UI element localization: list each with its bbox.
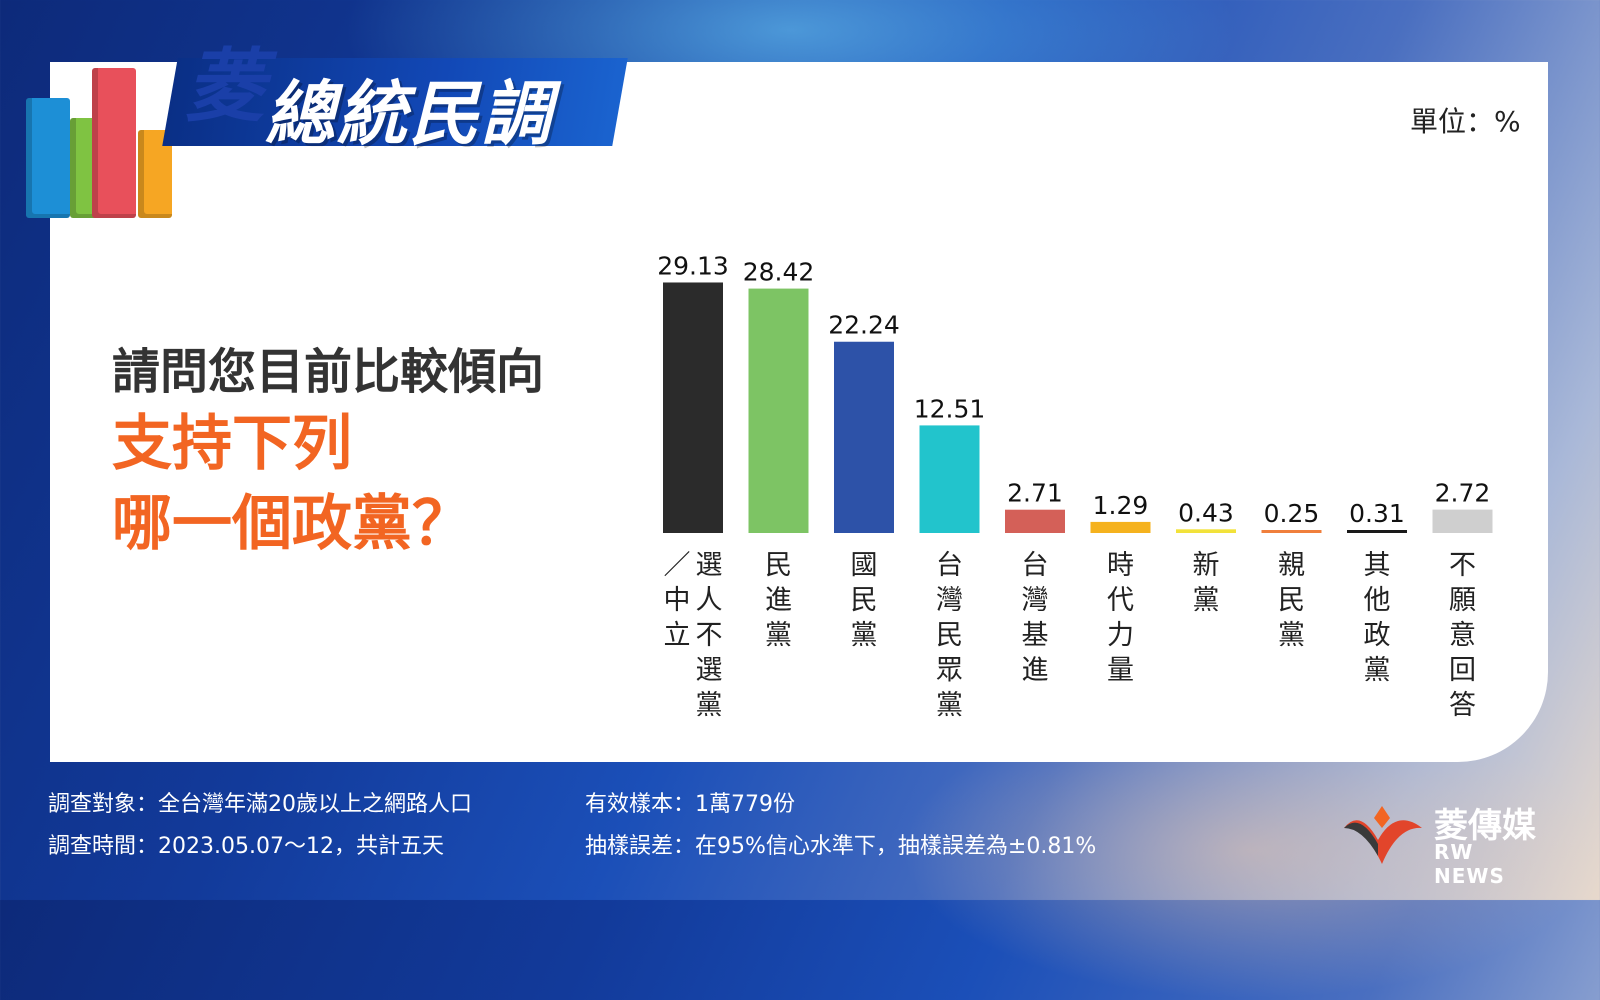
category-label-4: 台灣基進 — [1021, 550, 1049, 686]
question-line-3: 哪一個政黨？ — [112, 489, 472, 559]
bar-3 — [919, 425, 980, 533]
bar-4 — [1005, 509, 1065, 533]
category-label-6: 新黨 — [1192, 550, 1220, 616]
title-prefix: 菱 — [185, 40, 265, 133]
category-label-9: 不願意回答 — [1449, 550, 1476, 721]
bar-6 — [1176, 529, 1236, 533]
category-label-1: 民進黨 — [765, 550, 792, 651]
question-line-1: 請問您目前比較傾向 — [112, 344, 545, 400]
category-label-0: ／中立選人不選黨 — [663, 550, 723, 721]
page-title: 總統民調 — [265, 73, 553, 155]
brand-mark-icon — [1344, 806, 1422, 864]
category-label-5: 時代力量 — [1107, 550, 1134, 686]
value-label-8: 0.31 — [1349, 499, 1405, 528]
value-label-1: 28.42 — [743, 258, 815, 287]
bar-1 — [748, 288, 809, 533]
brand-name-cn: 菱傳媒 — [1434, 806, 1536, 846]
category-label-8: 其他政黨 — [1363, 550, 1391, 686]
value-label-5: 1.29 — [1093, 491, 1149, 520]
category-label-3: 台灣民眾黨 — [936, 550, 963, 721]
bar-7 — [1261, 530, 1322, 533]
value-label-3: 12.51 — [914, 394, 986, 423]
bar-5 — [1090, 521, 1151, 533]
bar-0 — [663, 282, 723, 533]
bar-8 — [1347, 530, 1407, 533]
logo-bars-icon — [22, 28, 182, 218]
value-label-7: 0.25 — [1264, 499, 1320, 528]
value-label-0: 29.13 — [657, 251, 729, 280]
value-label-9: 2.72 — [1435, 479, 1491, 508]
bar-chart: 29.13 28.42 22.24 12.51 2.71 1.29 0.43 0.25 0.31… — [657, 251, 1493, 533]
question-line-2: 支持下列 — [112, 409, 352, 479]
value-label-6: 0.43 — [1178, 498, 1234, 527]
brand-name-en: RW NEWS — [1434, 840, 1505, 888]
bar-2 — [834, 341, 894, 533]
footer-sample: 有效樣本：1萬779份 — [585, 792, 795, 817]
footer-period: 調查時間：2023.05.07～12，共計五天 — [48, 834, 444, 859]
value-label-2: 22.24 — [828, 311, 900, 340]
question-block: 請問您目前比較傾向 支持下列 哪一個政黨？ — [112, 340, 544, 564]
footer-error: 抽樣誤差：在95%信心水準下，抽樣誤差為±0.81% — [585, 834, 1097, 859]
bar-9 — [1432, 509, 1493, 533]
category-label-2: 國民黨 — [850, 550, 878, 651]
value-label-4: 2.71 — [1007, 479, 1063, 508]
brand-logo: 菱傳媒 RW NEWS — [1338, 798, 1538, 888]
category-label-7: 親民黨 — [1278, 550, 1305, 651]
footer-target: 調查對象：全台灣年滿20歲以上之網路人口 — [48, 792, 472, 817]
unit-label: 單位：% — [1410, 105, 1521, 138]
